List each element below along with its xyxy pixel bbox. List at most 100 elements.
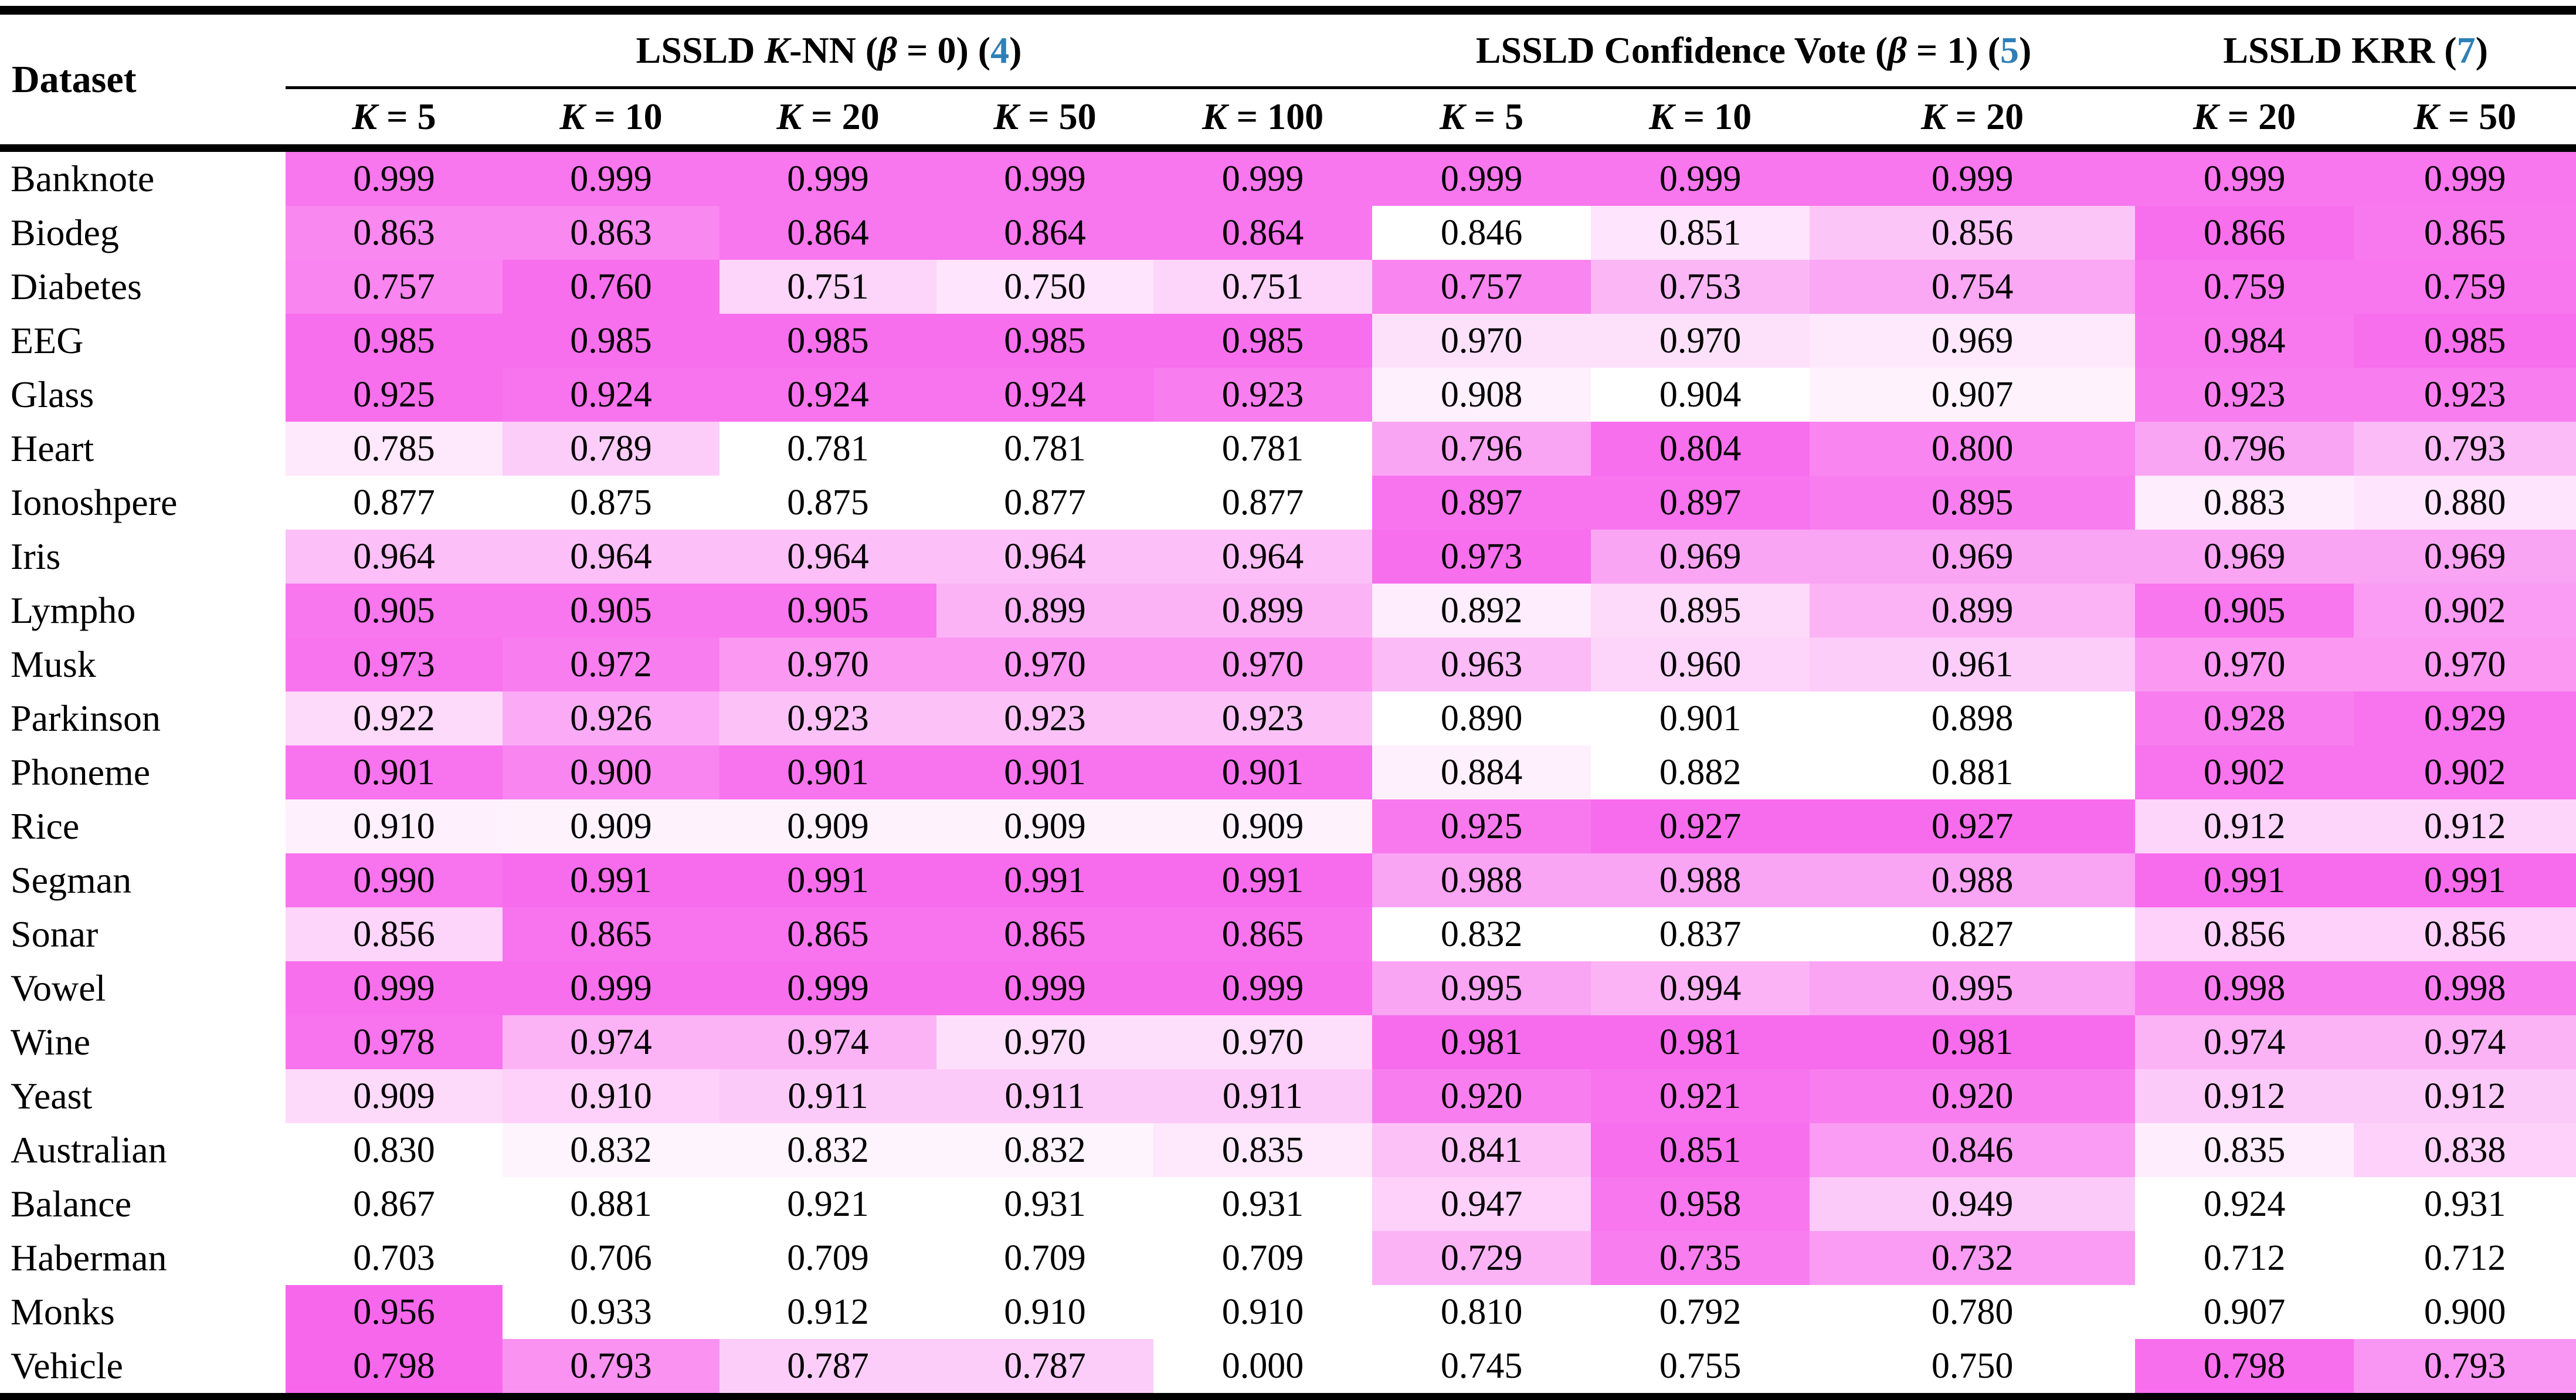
accuracy-cell: 0.899 (1153, 584, 1373, 638)
accuracy-cell: 0.999 (286, 148, 503, 206)
accuracy-cell: 0.923 (1153, 691, 1373, 745)
accuracy-cell: 0.999 (1810, 148, 2136, 206)
accuracy-cell: 0.838 (2354, 1123, 2576, 1177)
accuracy-cell: 0.969 (2135, 530, 2354, 584)
math-symbol: K (776, 96, 802, 137)
equation-ref-link[interactable]: 5 (2000, 29, 2019, 71)
accuracy-cell: 0.970 (719, 638, 936, 691)
accuracy-cell: 0.994 (1591, 961, 1810, 1015)
k-column-header: K = 50 (2354, 87, 2576, 152)
table-row: Rice 0.910 0.909 0.909 0.909 0.909 0.925 0.927 0… (0, 799, 2576, 853)
accuracy-cell: 0.863 (503, 206, 719, 260)
accuracy-cell: 0.851 (1591, 1123, 1810, 1177)
accuracy-cell: 0.923 (719, 691, 936, 745)
accuracy-cell: 0.750 (936, 260, 1153, 314)
accuracy-cell: 0.901 (719, 745, 936, 799)
header-text: = 0) ( (897, 29, 991, 71)
accuracy-cell: 0.901 (936, 745, 1153, 799)
accuracy-cell: 0.969 (1810, 314, 2136, 368)
accuracy-cell: 0.970 (936, 1015, 1153, 1069)
accuracy-cell: 0.907 (2135, 1285, 2354, 1339)
accuracy-cell: 0.999 (503, 148, 719, 206)
table-row: Phoneme 0.901 0.900 0.901 0.901 0.901 0.884 0.8… (0, 745, 2576, 799)
accuracy-cell: 0.895 (1591, 584, 1810, 638)
header-text: ) (2475, 29, 2488, 71)
table-row: Balance 0.867 0.881 0.921 0.931 0.931 0.947 0.9… (0, 1177, 2576, 1231)
accuracy-cell: 0.999 (2354, 148, 2576, 206)
accuracy-cell: 0.841 (1372, 1123, 1591, 1177)
accuracy-cell: 0.970 (1372, 314, 1591, 368)
accuracy-cell: 0.837 (1591, 907, 1810, 961)
table-row: EEG 0.985 0.985 0.985 0.985 0.985 0.970 0.970 0.… (0, 314, 2576, 368)
equation-ref-link[interactable]: 7 (2456, 29, 2476, 71)
accuracy-cell: 0.922 (286, 691, 503, 745)
accuracy-cell: 0.846 (1372, 206, 1591, 260)
accuracy-cell: 0.884 (1372, 745, 1591, 799)
accuracy-cell: 0.785 (286, 422, 503, 476)
group-header: LSSLD K-NN (β = 0) (4) (286, 10, 1373, 89)
accuracy-cell: 0.909 (719, 799, 936, 853)
header-text: = 5 (1464, 96, 1524, 137)
accuracy-cell: 0.750 (1810, 1339, 2136, 1398)
group-header-row: Dataset LSSLD K-NN (β = 0) (4) LSSLD Conf… (0, 10, 2576, 152)
k-column-header: K = 10 (503, 87, 719, 152)
accuracy-cell: 0.846 (1810, 1123, 2136, 1177)
accuracy-cell: 0.988 (1372, 853, 1591, 907)
accuracy-cell: 0.910 (503, 1069, 719, 1123)
accuracy-cell: 0.964 (936, 530, 1153, 584)
accuracy-cell: 0.999 (719, 961, 936, 1015)
accuracy-cell: 0.798 (286, 1339, 503, 1398)
accuracy-cell: 0.923 (1153, 368, 1373, 422)
header-text: = 10 (1674, 96, 1752, 137)
accuracy-cell: 0.709 (1153, 1231, 1373, 1285)
math-symbol: K (1648, 96, 1674, 137)
header-text: LSSLD (636, 29, 765, 71)
k-column-header: K = 5 (1372, 87, 1591, 152)
accuracy-cell: 0.804 (1591, 422, 1810, 476)
accuracy-cell: 0.793 (503, 1339, 719, 1398)
accuracy-cell: 0.978 (286, 1015, 503, 1069)
equation-ref-link[interactable]: 4 (990, 29, 1010, 71)
accuracy-cell: 0.757 (1372, 260, 1591, 314)
dataset-row-label: Musk (0, 638, 286, 691)
dataset-row-label: Diabetes (0, 260, 286, 314)
k-column-header: K = 50 (936, 87, 1153, 152)
k-column-header: K = 20 (719, 87, 936, 152)
accuracy-cell: 0.781 (719, 422, 936, 476)
dataset-row-label: Lympho (0, 584, 286, 638)
header-text: -NN ( (789, 29, 878, 71)
accuracy-cell: 0.881 (1810, 745, 2136, 799)
accuracy-cell: 0.912 (2354, 1069, 2576, 1123)
header-text: = 50 (1019, 96, 1097, 137)
accuracy-cell: 0.907 (1810, 368, 2136, 422)
accuracy-cell: 0.963 (1372, 638, 1591, 691)
accuracy-cell: 0.991 (719, 853, 936, 907)
dataset-row-label: Segman (0, 853, 286, 907)
header-text: LSSLD KRR ( (2223, 29, 2457, 71)
accuracy-cell: 0.991 (2354, 853, 2576, 907)
accuracy-cell: 0.901 (1591, 691, 1810, 745)
accuracy-cell: 0.999 (1153, 961, 1373, 1015)
table-row: Biodeg 0.863 0.863 0.864 0.864 0.864 0.846 0.85… (0, 206, 2576, 260)
accuracy-cell: 0.991 (1153, 853, 1373, 907)
accuracy-cell: 0.969 (1810, 530, 2136, 584)
accuracy-cell: 0.999 (936, 148, 1153, 206)
accuracy-cell: 0.810 (1372, 1285, 1591, 1339)
accuracy-cell: 0.865 (719, 907, 936, 961)
accuracy-cell: 0.970 (1591, 314, 1810, 368)
accuracy-cell: 0.883 (2135, 476, 2354, 530)
dataset-row-label: Balance (0, 1177, 286, 1231)
accuracy-cell: 0.984 (2135, 314, 2354, 368)
accuracy-cell: 0.974 (2135, 1015, 2354, 1069)
accuracy-cell: 0.933 (503, 1285, 719, 1339)
accuracy-cell: 0.865 (1153, 907, 1373, 961)
math-symbol: K (1920, 96, 1946, 137)
accuracy-cell: 0.864 (719, 206, 936, 260)
accuracy-cell: 0.999 (936, 961, 1153, 1015)
dataset-row-label: EEG (0, 314, 286, 368)
accuracy-cell: 0.923 (936, 691, 1153, 745)
accuracy-cell: 0.789 (503, 422, 719, 476)
accuracy-cell: 0.995 (1810, 961, 2136, 1015)
table-row: Segman 0.990 0.991 0.991 0.991 0.991 0.988 0.98… (0, 853, 2576, 907)
accuracy-cell: 0.990 (286, 853, 503, 907)
